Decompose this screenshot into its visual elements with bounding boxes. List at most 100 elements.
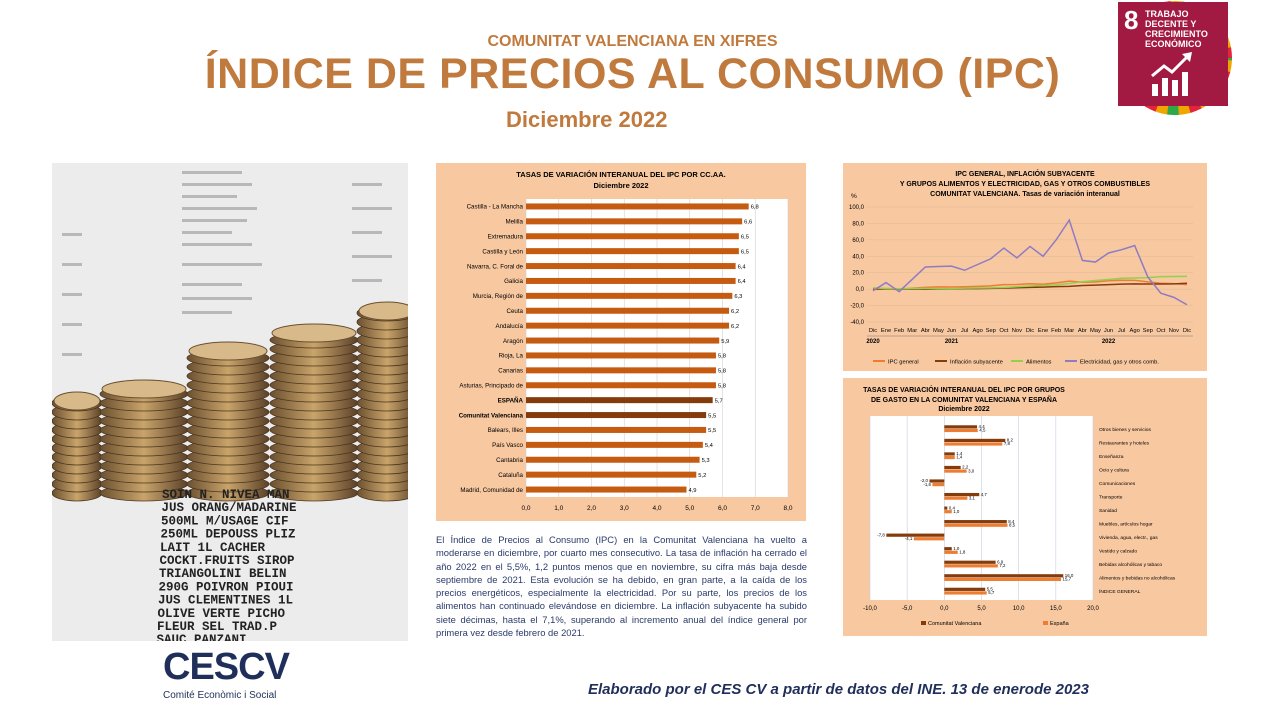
sdg-badge: 8 TRABAJO DECENTE Y CRECIMIENTO ECONÓMIC…: [1118, 2, 1228, 106]
data-label: 5,7: [988, 590, 995, 595]
legend-label: Comunitat Valenciana: [928, 621, 982, 627]
bar: [944, 425, 978, 429]
x-tick-label: Mar: [1064, 328, 1074, 334]
bar: [886, 533, 945, 537]
category-label: Restaurantes y hoteles: [1099, 440, 1150, 446]
bar: [944, 469, 967, 473]
bar: [944, 550, 958, 554]
y-tick-label: -20,0: [850, 304, 864, 310]
category-label: Vestido y calzado: [1099, 549, 1137, 555]
bar: [526, 367, 716, 374]
x-tick-label: 1,0: [554, 505, 563, 512]
bar: [944, 455, 955, 460]
bar: [944, 564, 998, 568]
data-label: 5,9: [721, 339, 729, 345]
receipt-line: JUS ORANG/MADARINE: [162, 501, 297, 515]
category-label: Castilla - La Mancha: [467, 204, 524, 211]
x-tick-label: Nov: [1012, 328, 1022, 334]
x-tick-label: 5,0: [685, 505, 694, 512]
x-tick-label: Sep: [1143, 328, 1153, 334]
y-tick-label: 80,0: [852, 221, 864, 227]
category-label: Castilla y León: [482, 248, 523, 255]
x-tick-label: Feb: [894, 328, 904, 334]
chart-title-3: COMUNITAT VALENCIANA. Tasas de variación…: [930, 191, 1120, 198]
data-label: 15,7: [1063, 577, 1072, 582]
category-label: Navarra, C. Foral de: [467, 263, 524, 270]
category-label: País Vasco: [492, 442, 523, 449]
bar: [932, 483, 945, 487]
bar: [944, 520, 1007, 524]
bar: [526, 322, 730, 329]
bar: [526, 233, 739, 240]
cescv-logo: CESCV Comité Econòmic i Social: [163, 645, 290, 705]
bar: [526, 441, 703, 448]
x-tick-label: Ene: [881, 328, 891, 334]
supertitle: COMUNITAT VALENCIANA EN XIFRES: [487, 33, 778, 50]
legend-label: España: [1050, 621, 1070, 627]
x-tick-label: Feb: [1051, 328, 1061, 334]
bar: [944, 574, 1064, 578]
y-tick-label: -40,0: [850, 320, 864, 326]
category-label: Comunicaciones: [1099, 481, 1136, 487]
chart-title: IPC GENERAL, INFLACIÓN SUBYACENTE: [955, 169, 1095, 178]
coin-stack: [99, 379, 189, 502]
bar: [944, 510, 952, 514]
coin-stack: [356, 301, 408, 502]
data-label: 6,4: [738, 279, 747, 285]
bar: [526, 397, 713, 404]
category-label: Aragón: [503, 338, 524, 345]
bar: [526, 292, 733, 299]
receipt-line: TRIANGOLINI BELIN: [159, 567, 287, 581]
x-tick-label: Jul: [961, 328, 968, 334]
data-label: 6,2: [731, 324, 739, 330]
bar: [944, 465, 961, 470]
x-tick-label: 15,0: [1050, 606, 1062, 612]
x-tick-label: Dic: [869, 328, 877, 334]
y-tick-label: 40,0: [852, 254, 864, 260]
data-label: 4,9: [688, 488, 696, 494]
data-label: 2,2: [962, 465, 969, 470]
category-label: Madrid, Comunidad de: [460, 487, 523, 494]
bar: [944, 506, 948, 510]
bar: [944, 587, 986, 591]
data-label: 7,8: [1004, 441, 1011, 446]
bar: [944, 523, 1008, 527]
x-tick-label: 0,0: [940, 606, 949, 612]
summary-paragraph: El Índice de Precios al Consumo (IPC) en…: [436, 534, 807, 639]
data-label: 6,9: [997, 559, 1004, 564]
ccaa-bar-chart-svg: TASAS DE VARIACIÓN INTERANUAL DEL IPC PO…: [436, 163, 806, 521]
legend-label: Alimentos: [1026, 360, 1052, 366]
y-tick-label: 20,0: [852, 271, 864, 277]
data-label: 0,4: [949, 505, 956, 510]
bar: [526, 352, 716, 359]
bar: [526, 382, 716, 389]
chart-bg: [843, 163, 1207, 371]
data-label: 1,8: [959, 550, 966, 555]
category-label: ESPAÑA: [498, 397, 524, 404]
x-tick-label: May: [1090, 328, 1101, 334]
x-tick-label: Jun: [947, 328, 956, 334]
data-label: 5,5: [987, 587, 994, 592]
data-label: 3,1: [969, 495, 976, 500]
receipt-line: JUS CLEMENTINES 1L: [158, 594, 293, 608]
year-label: 2021: [945, 339, 959, 345]
x-tick-label: 6,0: [718, 505, 727, 512]
category-label: Galicia: [504, 278, 523, 285]
category-label: Cantabria: [496, 457, 523, 464]
category-label: Sanidad: [1099, 508, 1117, 514]
data-label: -7,8: [877, 532, 885, 537]
legend-label: Inflación subyacente: [950, 360, 1003, 366]
bar: [526, 263, 736, 270]
chart-title: TASAS DE VARIACIÓN INTERANUAL DEL IPC PO…: [516, 170, 725, 179]
groups-bar-chart: TASAS DE VARIACIÓN INTERANUAL DEL IPC PO…: [843, 378, 1207, 636]
data-label: 5,8: [718, 383, 726, 389]
x-tick-label: May: [933, 328, 944, 334]
year-label: 2022: [1102, 339, 1116, 345]
category-label: Comunitat Valenciana: [459, 412, 524, 419]
data-label: 6,3: [734, 294, 742, 300]
x-tick-label: -10,0: [863, 606, 877, 612]
x-tick-label: Oct: [1156, 328, 1165, 334]
chart-title: TASAS DE VARIACIÓN INTERANUAL DEL IPC PO…: [863, 385, 1065, 394]
data-label: -4,1: [905, 536, 913, 541]
